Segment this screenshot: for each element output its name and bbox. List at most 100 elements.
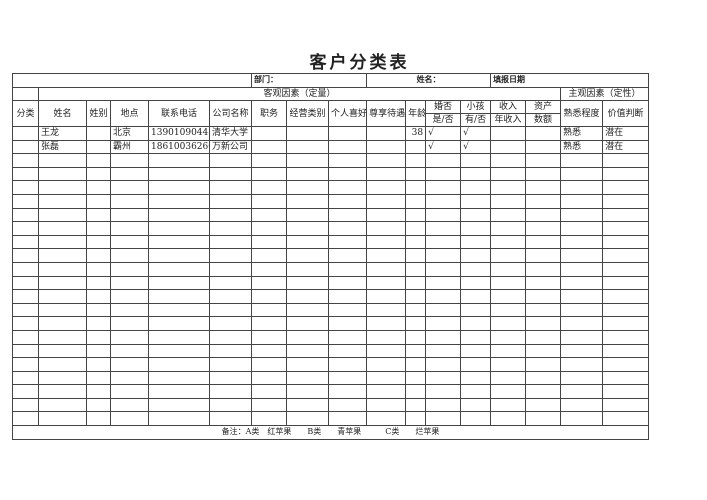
table-cell[interactable] bbox=[208, 289, 253, 304]
table-cell[interactable] bbox=[208, 343, 253, 359]
table-cell[interactable] bbox=[148, 275, 210, 291]
table-cell[interactable] bbox=[490, 316, 527, 331]
table-cell[interactable] bbox=[328, 153, 368, 168]
table-cell[interactable] bbox=[525, 397, 562, 413]
table-cell[interactable] bbox=[560, 329, 604, 345]
table-cell[interactable] bbox=[560, 180, 604, 195]
table-cell[interactable] bbox=[460, 343, 492, 359]
table-cell[interactable] bbox=[602, 411, 650, 427]
table-cell[interactable]: 熟悉 bbox=[560, 126, 604, 141]
table-cell[interactable] bbox=[525, 302, 562, 318]
table-cell[interactable] bbox=[490, 139, 527, 155]
table-cell[interactable] bbox=[12, 180, 39, 195]
table-cell[interactable] bbox=[490, 357, 527, 372]
table-cell[interactable] bbox=[328, 275, 368, 291]
table-cell[interactable] bbox=[328, 411, 368, 427]
table-cell[interactable] bbox=[110, 302, 149, 318]
table-cell[interactable] bbox=[86, 316, 111, 331]
table-cell[interactable] bbox=[86, 166, 111, 182]
table-cell[interactable] bbox=[425, 357, 462, 372]
table-cell[interactable] bbox=[38, 370, 87, 386]
table-cell[interactable] bbox=[110, 180, 149, 195]
table-cell[interactable] bbox=[286, 329, 330, 345]
table-cell[interactable] bbox=[208, 207, 253, 223]
table-cell[interactable] bbox=[460, 316, 492, 331]
table-cell[interactable] bbox=[366, 126, 407, 141]
table-cell[interactable] bbox=[286, 193, 330, 209]
table-cell[interactable] bbox=[148, 411, 210, 427]
table-cell[interactable] bbox=[328, 234, 368, 250]
table-cell[interactable] bbox=[328, 329, 368, 345]
table-cell[interactable] bbox=[460, 329, 492, 345]
table-cell[interactable] bbox=[405, 221, 427, 236]
table-cell[interactable] bbox=[460, 357, 492, 372]
table-cell[interactable] bbox=[405, 248, 427, 263]
table-cell[interactable] bbox=[328, 166, 368, 182]
table-cell[interactable] bbox=[366, 248, 407, 263]
table-cell[interactable] bbox=[286, 275, 330, 291]
table-cell[interactable] bbox=[490, 411, 527, 427]
table-cell[interactable] bbox=[286, 370, 330, 386]
table-cell[interactable] bbox=[490, 329, 527, 345]
table-cell[interactable] bbox=[328, 180, 368, 195]
table-cell[interactable] bbox=[251, 261, 288, 277]
table-cell[interactable] bbox=[425, 193, 462, 209]
table-cell[interactable] bbox=[460, 248, 492, 263]
table-cell[interactable] bbox=[38, 289, 87, 304]
name-label[interactable]: 姓名： bbox=[366, 73, 492, 88]
table-cell[interactable] bbox=[405, 343, 427, 359]
table-cell[interactable] bbox=[525, 343, 562, 359]
table-cell[interactable] bbox=[560, 397, 604, 413]
table-cell[interactable] bbox=[460, 166, 492, 182]
table-cell[interactable] bbox=[86, 329, 111, 345]
table-cell[interactable] bbox=[560, 275, 604, 291]
table-cell[interactable] bbox=[560, 261, 604, 277]
table-cell[interactable] bbox=[405, 316, 427, 331]
table-cell[interactable] bbox=[366, 343, 407, 359]
table-cell[interactable] bbox=[148, 357, 210, 372]
table-cell[interactable] bbox=[560, 234, 604, 250]
table-cell[interactable] bbox=[525, 275, 562, 291]
table-cell[interactable] bbox=[490, 207, 527, 223]
table-cell[interactable] bbox=[148, 166, 210, 182]
table-cell[interactable] bbox=[251, 302, 288, 318]
table-cell[interactable] bbox=[251, 126, 288, 141]
table-cell[interactable] bbox=[110, 384, 149, 399]
table-cell[interactable] bbox=[425, 221, 462, 236]
table-cell[interactable] bbox=[366, 261, 407, 277]
table-cell[interactable]: 潜在 bbox=[602, 139, 650, 155]
table-cell[interactable] bbox=[12, 316, 39, 331]
table-cell[interactable] bbox=[286, 234, 330, 250]
table-cell[interactable] bbox=[425, 289, 462, 304]
table-cell[interactable] bbox=[425, 248, 462, 263]
table-cell[interactable] bbox=[86, 153, 111, 168]
table-cell[interactable] bbox=[208, 221, 253, 236]
table-cell[interactable] bbox=[366, 316, 407, 331]
table-cell[interactable] bbox=[405, 411, 427, 427]
table-cell[interactable] bbox=[38, 261, 87, 277]
table-cell[interactable] bbox=[366, 329, 407, 345]
table-cell[interactable]: √ bbox=[460, 139, 492, 155]
table-cell[interactable]: 清华大学 bbox=[208, 126, 253, 141]
table-cell[interactable] bbox=[12, 289, 39, 304]
table-cell[interactable] bbox=[110, 207, 149, 223]
table-cell[interactable] bbox=[110, 329, 149, 345]
table-cell[interactable] bbox=[251, 411, 288, 427]
table-cell[interactable] bbox=[38, 221, 87, 236]
table-cell[interactable] bbox=[405, 153, 427, 168]
table-cell[interactable] bbox=[328, 316, 368, 331]
table-cell[interactable] bbox=[328, 357, 368, 372]
table-cell[interactable] bbox=[110, 193, 149, 209]
table-cell[interactable] bbox=[560, 193, 604, 209]
table-cell[interactable] bbox=[208, 166, 253, 182]
table-cell[interactable] bbox=[148, 180, 210, 195]
table-cell[interactable] bbox=[560, 370, 604, 386]
table-cell[interactable] bbox=[490, 302, 527, 318]
table-cell[interactable] bbox=[148, 193, 210, 209]
table-cell[interactable] bbox=[251, 153, 288, 168]
table-cell[interactable] bbox=[251, 289, 288, 304]
table-cell[interactable] bbox=[86, 248, 111, 263]
table-cell[interactable] bbox=[602, 397, 650, 413]
table-cell[interactable] bbox=[148, 397, 210, 413]
table-cell[interactable] bbox=[366, 411, 407, 427]
